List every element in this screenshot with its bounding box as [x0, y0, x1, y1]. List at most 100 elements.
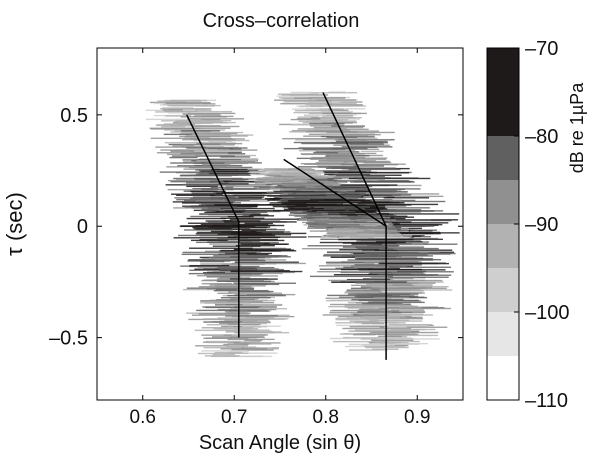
colorbar-tick-label: –80 — [525, 126, 558, 148]
heat-streak — [180, 130, 221, 132]
heat-streak — [184, 135, 232, 138]
heat-streak — [352, 193, 440, 195]
heat-streak — [196, 142, 243, 145]
heat-streak — [364, 207, 430, 209]
heat-streak — [231, 315, 295, 318]
heat-streak — [182, 112, 236, 115]
heat-streak — [369, 277, 414, 280]
ridge-lines-layer — [186, 92, 387, 360]
heat-streak — [167, 179, 229, 182]
heat-streak — [309, 123, 345, 125]
heat-streak — [172, 145, 195, 147]
heat-streak — [156, 124, 188, 126]
heat-streak — [191, 314, 239, 316]
heat-streak — [173, 207, 228, 209]
heat-streak — [293, 141, 350, 144]
heat-streak — [310, 275, 394, 278]
heat-streak — [190, 124, 221, 127]
heat-streak — [330, 303, 406, 306]
heat-streak — [357, 234, 402, 236]
heat-streak — [328, 213, 356, 216]
heat-streak — [335, 140, 388, 143]
heat-streak — [242, 304, 281, 306]
heat-streak — [357, 178, 386, 181]
heat-streak — [177, 165, 228, 167]
x-tick-label: 0.8 — [313, 407, 339, 428]
heat-streak — [299, 150, 356, 152]
heat-streak — [384, 326, 407, 328]
heat-streak — [326, 263, 375, 265]
heat-streak — [240, 243, 289, 245]
heat-streak — [182, 251, 236, 254]
heat-streak — [331, 309, 381, 312]
heat-streak — [240, 343, 272, 345]
heat-streak — [241, 229, 267, 232]
heat-streak — [379, 289, 453, 291]
heat-streak — [199, 302, 251, 304]
heat-streak — [192, 196, 236, 198]
heat-streak — [229, 218, 301, 220]
heat-streak — [347, 259, 434, 261]
chart-title: Cross–correlation — [203, 10, 360, 32]
heat-streak — [353, 333, 376, 336]
heat-streak — [228, 291, 271, 294]
heat-streak — [368, 237, 439, 240]
heat-streak — [344, 133, 381, 136]
heat-streak — [354, 264, 422, 266]
heat-streak — [288, 208, 334, 210]
heat-streak — [326, 136, 358, 139]
heat-streak — [199, 234, 227, 237]
heat-streak — [173, 237, 248, 239]
heat-streak — [307, 245, 399, 247]
heat-streak — [296, 157, 349, 160]
heat-streak — [346, 317, 400, 319]
heat-streak — [375, 266, 451, 268]
heat-streak — [311, 203, 376, 206]
colorbar-band — [487, 224, 519, 268]
heat-streak — [202, 153, 229, 155]
heat-streak — [195, 173, 264, 175]
heat-streak — [224, 252, 257, 254]
heat-streak — [320, 118, 360, 120]
heat-streak — [186, 217, 226, 220]
heat-streak — [198, 141, 226, 144]
heat-streak — [215, 211, 268, 213]
heat-streak — [373, 296, 410, 299]
heat-streak — [189, 264, 230, 267]
heat-streak — [209, 243, 264, 245]
heat-streak — [214, 204, 285, 206]
heat-streak — [378, 180, 409, 182]
heat-streak — [357, 231, 387, 234]
heat-streak — [182, 113, 221, 115]
heat-streak — [377, 216, 415, 218]
heat-streak — [373, 236, 411, 239]
heat-streak — [283, 147, 351, 150]
heat-streak — [334, 139, 367, 141]
heat-streak — [281, 94, 328, 96]
heat-streak — [374, 341, 401, 344]
heat-streak — [346, 278, 391, 281]
heat-streak — [225, 185, 276, 188]
heat-streak — [321, 110, 353, 113]
heat-streak — [327, 294, 393, 297]
heat-streak — [170, 162, 225, 164]
heat-streak — [346, 139, 391, 142]
heat-streak — [200, 223, 269, 226]
heat-streak — [234, 283, 280, 286]
heat-streak — [348, 168, 401, 171]
heat-streak — [336, 209, 376, 212]
heat-streak — [189, 269, 243, 271]
heat-streak — [190, 190, 226, 193]
heat-streak — [203, 318, 241, 320]
heat-streak — [342, 242, 397, 244]
heat-streak — [229, 297, 259, 300]
heat-streak — [369, 319, 410, 322]
heat-streak — [364, 253, 451, 255]
heat-streak — [366, 283, 412, 285]
heat-streak — [166, 153, 204, 156]
heat-streak — [388, 323, 432, 326]
heat-streak — [349, 143, 385, 145]
heat-streak — [159, 171, 218, 173]
heat-streak — [297, 166, 358, 168]
heat-streak — [220, 297, 271, 299]
